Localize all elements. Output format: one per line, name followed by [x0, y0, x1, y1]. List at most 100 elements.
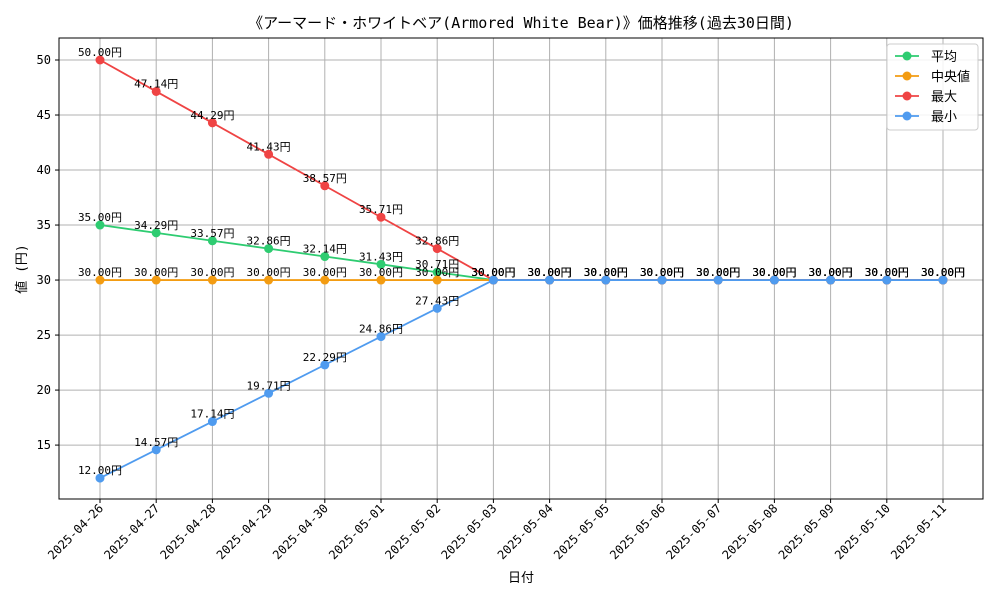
legend-label: 最大: [931, 90, 957, 105]
data-label: 30.00円: [528, 266, 572, 279]
data-label: 30.00円: [640, 266, 684, 279]
y-tick-label: 35: [37, 218, 51, 232]
data-label: 32.14円: [303, 243, 347, 256]
data-label: 30.00円: [809, 266, 853, 279]
data-point: [320, 181, 330, 191]
data-label: 30.00円: [865, 266, 909, 279]
data-label: 24.86円: [359, 323, 403, 336]
data-label: 30.00円: [78, 266, 122, 279]
data-label: 14.57円: [134, 436, 178, 449]
data-label: 30.00円: [584, 266, 628, 279]
data-label: 30.00円: [247, 266, 291, 279]
data-label: 47.14円: [134, 77, 178, 90]
data-point: [657, 275, 667, 285]
chart-title: 《アーマード・ホワイトベア(Armored White Bear)》価格推移(過…: [248, 14, 794, 32]
data-label: 31.43円: [359, 250, 403, 263]
data-point: [488, 275, 498, 285]
data-label: 30.00円: [471, 266, 515, 279]
data-label: 30.00円: [696, 266, 740, 279]
legend-label: 最小: [931, 110, 957, 125]
data-label: 30.00円: [752, 266, 796, 279]
data-point: [207, 275, 217, 285]
y-axis-title: 値 (円): [14, 244, 30, 293]
data-label: 30.00円: [528, 266, 572, 279]
data-point: [264, 149, 274, 159]
data-label: 30.00円: [471, 266, 515, 279]
data-point: [151, 445, 161, 455]
data-label: 30.00円: [752, 266, 796, 279]
legend-marker: [902, 51, 912, 61]
data-point: [151, 228, 161, 238]
legend-box: [886, 43, 979, 131]
data-label: 30.00円: [809, 266, 853, 279]
data-point: [207, 118, 217, 128]
data-label: 30.00円: [471, 266, 515, 279]
y-tick-label: 20: [37, 383, 51, 397]
data-label: 41.43円: [247, 140, 291, 153]
data-label: 30.00円: [415, 266, 459, 279]
data-point: [95, 275, 105, 285]
data-label: 30.00円: [471, 266, 515, 279]
data-point: [376, 212, 386, 222]
data-point: [601, 275, 611, 285]
data-point: [151, 275, 161, 285]
data-point: [264, 244, 274, 254]
data-point: [207, 236, 217, 246]
data-label: 32.86円: [247, 235, 291, 248]
data-label: 30.00円: [640, 266, 684, 279]
data-label: 30.00円: [190, 266, 234, 279]
y-tick-label: 25: [37, 328, 51, 342]
data-label: 30.00円: [584, 266, 628, 279]
data-point: [545, 275, 555, 285]
data-label: 30.00円: [640, 266, 684, 279]
data-label: 35.00円: [78, 211, 122, 224]
data-point: [826, 275, 836, 285]
data-label: 30.00円: [809, 266, 853, 279]
data-label: 30.00円: [752, 266, 796, 279]
data-label: 44.29円: [190, 109, 234, 122]
data-label: 32.86円: [415, 235, 459, 248]
data-label: 30.00円: [303, 266, 347, 279]
data-point: [95, 55, 105, 65]
data-label: 30.00円: [528, 266, 572, 279]
data-label: 30.00円: [696, 266, 740, 279]
y-tick-label: 30: [37, 273, 51, 287]
y-tick-label: 40: [37, 163, 51, 177]
data-point: [320, 275, 330, 285]
y-tick-label: 50: [37, 53, 51, 67]
data-point: [264, 275, 274, 285]
data-point: [376, 332, 386, 342]
data-label: 30.00円: [584, 266, 628, 279]
plot-frame: [58, 37, 984, 500]
data-point: [264, 388, 274, 398]
data-point: [432, 303, 442, 313]
data-label: 30.00円: [921, 266, 965, 279]
data-label: 38.57円: [303, 172, 347, 185]
data-label: 30.00円: [921, 266, 965, 279]
data-point: [769, 275, 779, 285]
data-label: 30.00円: [134, 266, 178, 279]
data-label: 50.00円: [78, 46, 122, 59]
legend-marker: [902, 71, 912, 81]
legend-label: 平均: [931, 50, 957, 65]
data-point: [320, 252, 330, 262]
data-point: [432, 244, 442, 254]
y-tick-label: 15: [37, 438, 51, 452]
data-label: 30.00円: [865, 266, 909, 279]
data-point: [432, 275, 442, 285]
data-label: 30.00円: [921, 266, 965, 279]
legend-marker: [902, 91, 912, 101]
data-label: 33.57円: [190, 227, 234, 240]
data-label: 30.00円: [696, 266, 740, 279]
data-label: 17.14円: [190, 408, 234, 421]
data-label: 27.43円: [415, 294, 459, 307]
x-axis-title: 日付: [508, 571, 534, 586]
data-labels: 35.00円 34.29円 33.57円 32.86円 32.14円 31.43円 30.7…: [78, 46, 965, 477]
y-tick-label: 45: [37, 108, 51, 122]
data-label: 30.00円: [359, 266, 403, 279]
data-point: [432, 267, 442, 277]
data-point: [320, 360, 330, 370]
